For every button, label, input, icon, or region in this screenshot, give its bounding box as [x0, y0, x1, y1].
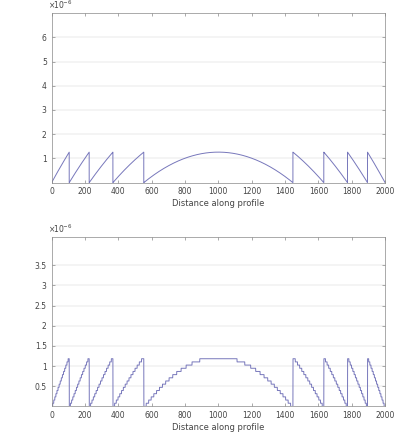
X-axis label: Distance along profile: Distance along profile [172, 423, 264, 432]
Text: $\times\!10^{-6}$: $\times\!10^{-6}$ [48, 223, 73, 235]
Text: $\times\!10^{-6}$: $\times\!10^{-6}$ [48, 0, 73, 11]
X-axis label: Distance along profile: Distance along profile [172, 199, 264, 208]
